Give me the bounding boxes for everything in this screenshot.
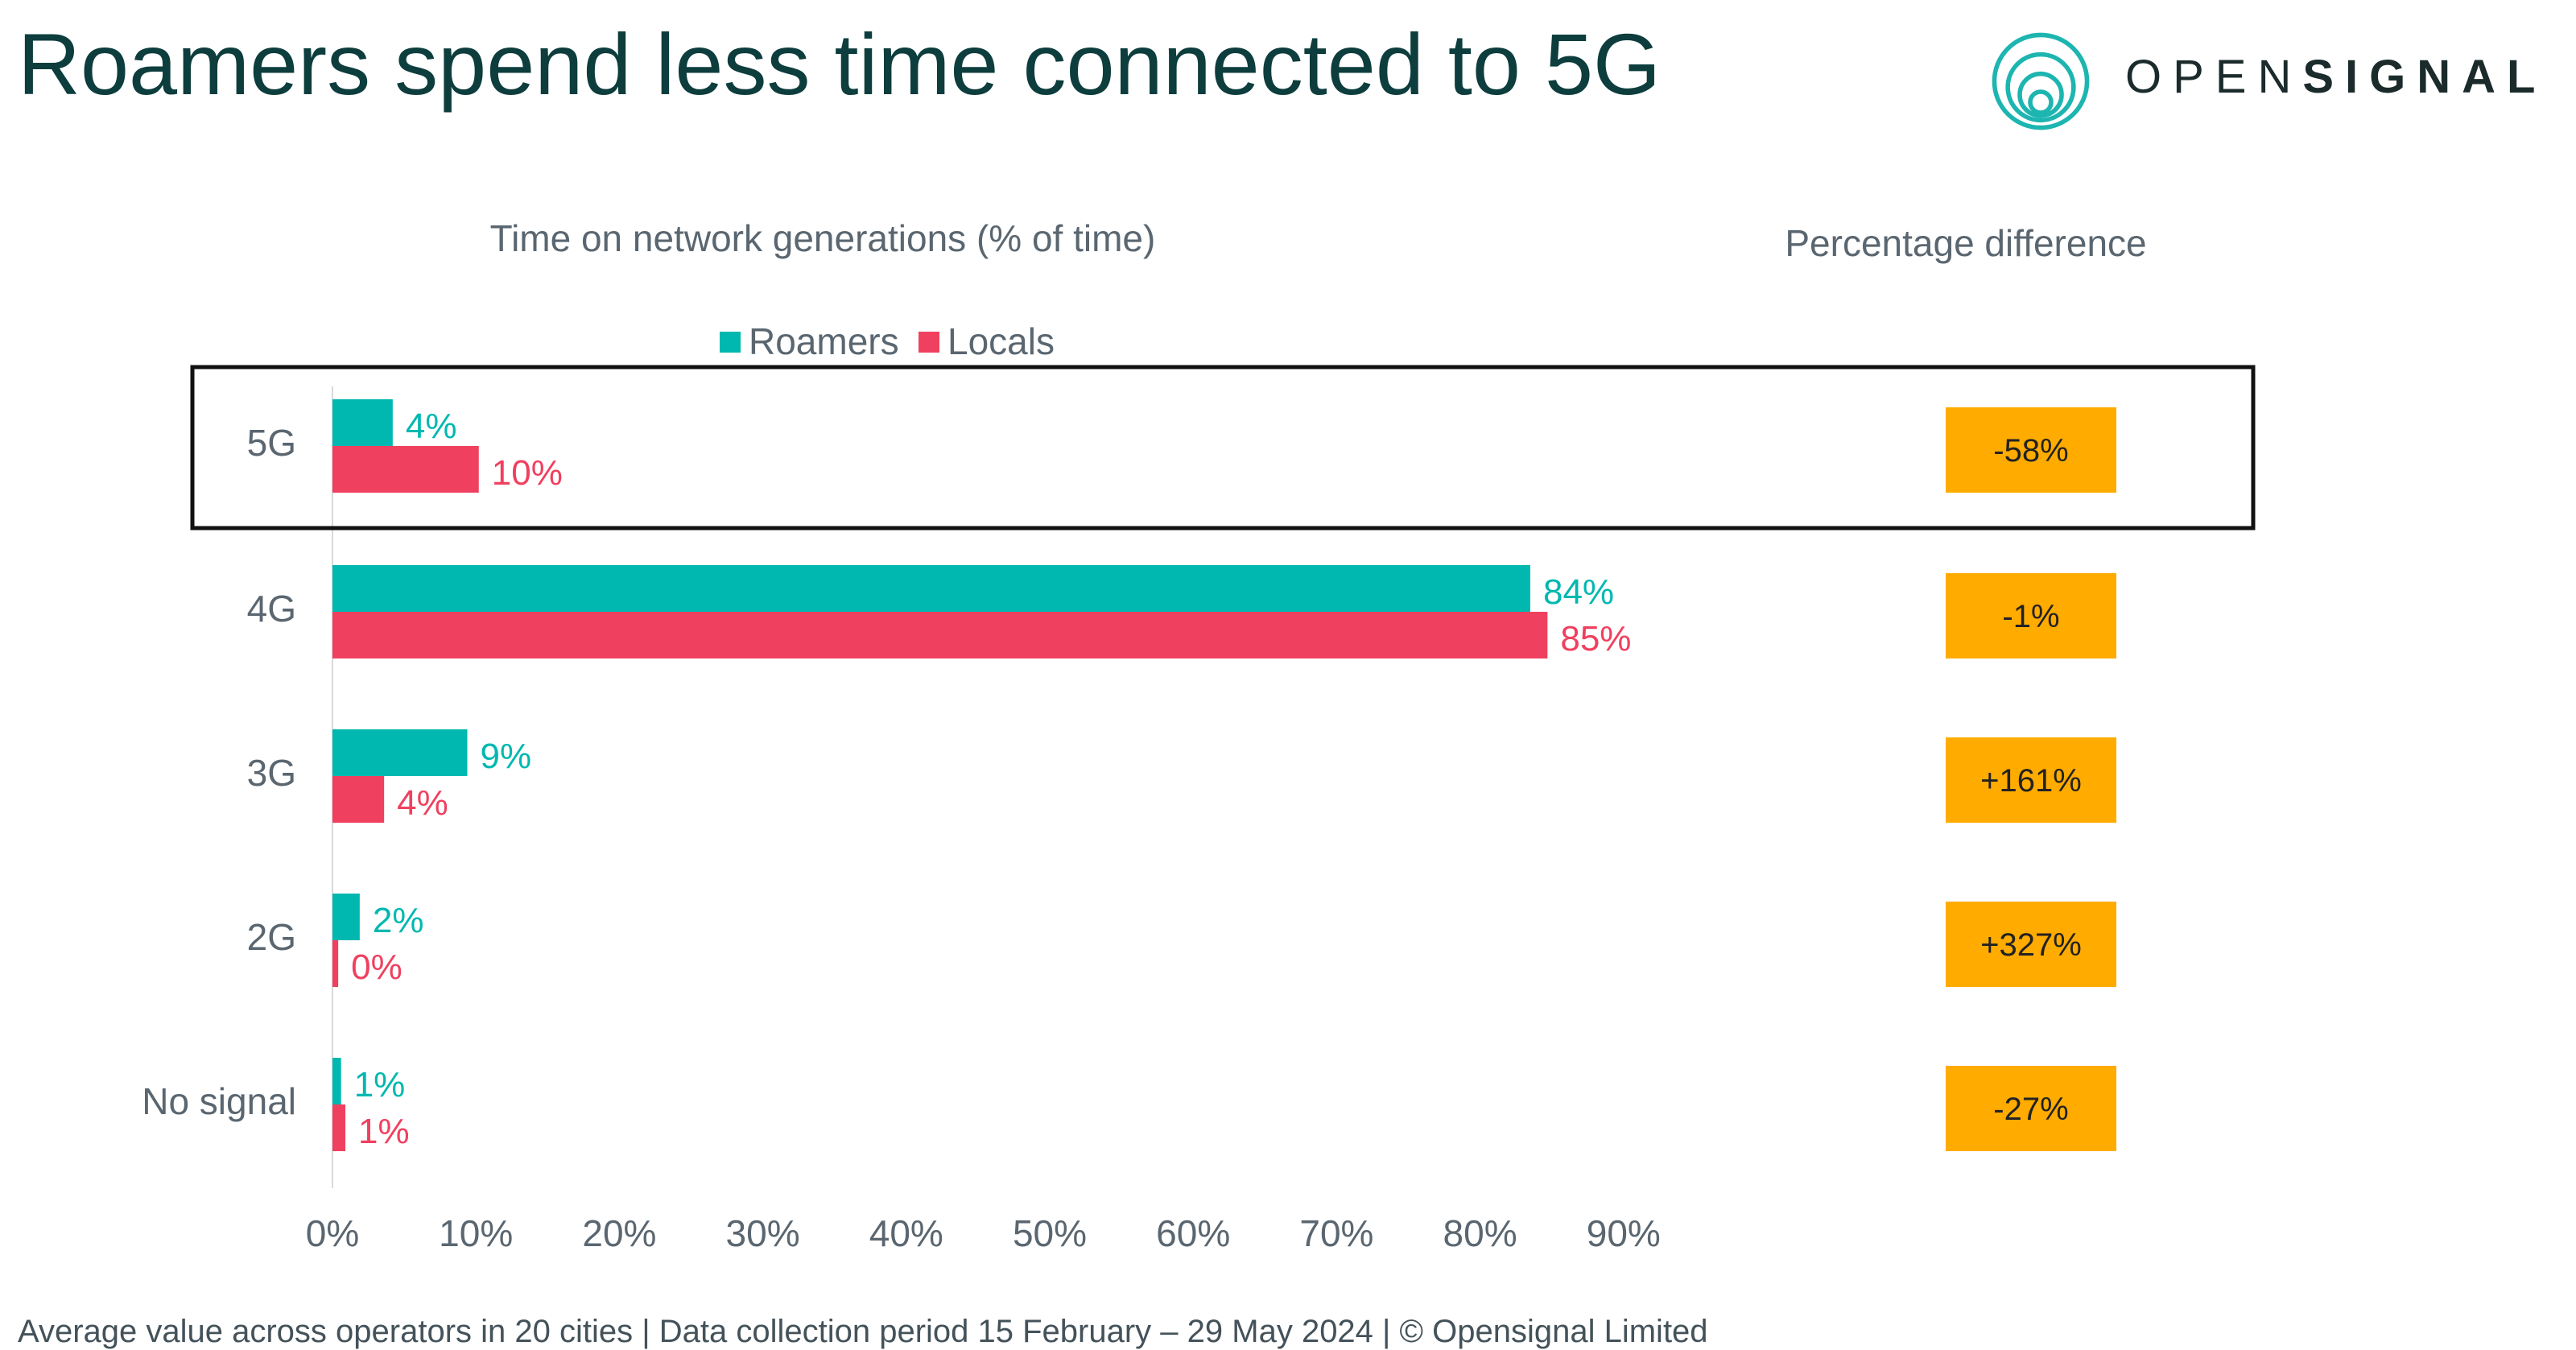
bar-roamers-4g [332, 565, 1530, 612]
x-tick-label: 0% [306, 1212, 359, 1254]
x-tick-label: 90% [1587, 1212, 1661, 1254]
legend-swatch-roamers [720, 332, 741, 353]
percentage-difference-badge [1946, 573, 2116, 658]
chart-title: Time on network generations (% of time) [490, 217, 1156, 259]
category-label-2g: 2G [247, 916, 296, 958]
category-label-3g: 3G [247, 752, 296, 794]
logo-text-light: OPEN [2125, 51, 2303, 103]
logo-text-bold: SIGNAL [2302, 51, 2547, 103]
legend-label-roamers: Roamers [749, 320, 899, 362]
category-label-4g: 4G [247, 588, 296, 630]
highlight-box [190, 365, 2256, 531]
category-label-no-signal: No signal [142, 1080, 296, 1122]
percentage-difference-badge [1946, 902, 2116, 987]
page-title: Roamers spend less time connected to 5G [18, 15, 1662, 113]
percentage-difference-value: -27% [1993, 1092, 2068, 1127]
x-tick-label: 40% [869, 1212, 943, 1254]
data-label-roamers-3g: 9% [481, 737, 532, 776]
data-label-roamers-5g: 4% [406, 407, 457, 446]
x-tick-label: 50% [1013, 1212, 1087, 1254]
percentage-difference-badge [1946, 737, 2116, 823]
bar-roamers-no-signal [332, 1058, 341, 1104]
percentage-difference-badge [1946, 407, 2116, 493]
data-label-locals-no-signal: 1% [358, 1112, 410, 1151]
percentage-difference-value: -58% [1993, 433, 2068, 469]
x-tick-label: 20% [582, 1212, 656, 1254]
bar-locals-5g [332, 446, 479, 493]
data-label-locals-4g: 85% [1560, 619, 1631, 658]
x-tick-label: 80% [1443, 1212, 1517, 1254]
bar-locals-3g [332, 776, 385, 823]
x-tick-label: 70% [1299, 1212, 1373, 1254]
bar-roamers-2g [332, 894, 360, 940]
bar-locals-no-signal [332, 1104, 346, 1151]
bar-locals-2g [332, 940, 339, 987]
x-tick-label: 60% [1156, 1212, 1230, 1254]
percentage-difference-title: Percentage difference [1785, 222, 2146, 264]
data-label-roamers-4g: 84% [1543, 572, 1614, 612]
bar-roamers-5g [332, 399, 393, 446]
percentage-difference-value: +161% [1980, 763, 2082, 799]
percentage-difference-value: -1% [2002, 599, 2059, 634]
data-label-locals-5g: 10% [492, 453, 563, 493]
legend-swatch-locals [919, 332, 939, 353]
category-label-5g: 5G [247, 422, 296, 464]
opensignal-logo-icon [1992, 32, 2090, 130]
bar-locals-4g [332, 612, 1548, 658]
x-tick-label: 10% [439, 1212, 513, 1254]
percentage-difference-badge [1946, 1066, 2116, 1151]
data-label-locals-2g: 0% [351, 947, 402, 987]
footer-note: Average value across operators in 20 cit… [18, 1314, 1708, 1349]
logo-wordmark: OPENSIGNAL [2125, 50, 2547, 104]
data-label-roamers-no-signal: 1% [354, 1065, 406, 1104]
data-label-locals-3g: 4% [397, 783, 448, 823]
percentage-difference-value: +327% [1980, 927, 2082, 963]
bar-roamers-3g [332, 729, 468, 776]
data-label-roamers-2g: 2% [373, 901, 424, 940]
legend-label-locals: Locals [947, 320, 1055, 362]
x-tick-label: 30% [726, 1212, 800, 1254]
